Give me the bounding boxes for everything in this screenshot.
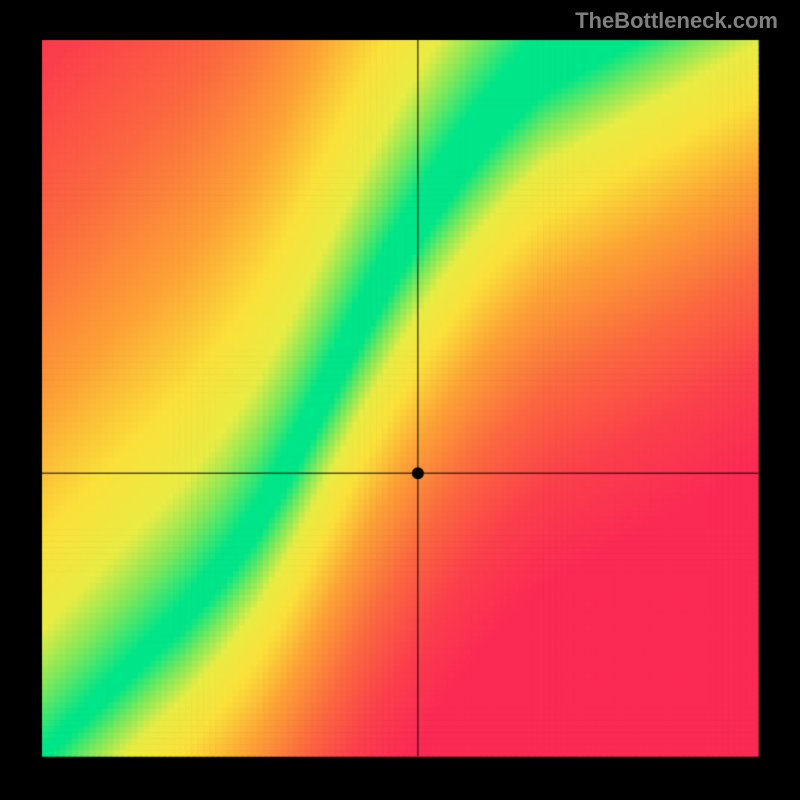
chart-container: TheBottleneck.com (0, 0, 800, 800)
bottleneck-heatmap (0, 0, 800, 800)
watermark-text: TheBottleneck.com (575, 8, 778, 34)
